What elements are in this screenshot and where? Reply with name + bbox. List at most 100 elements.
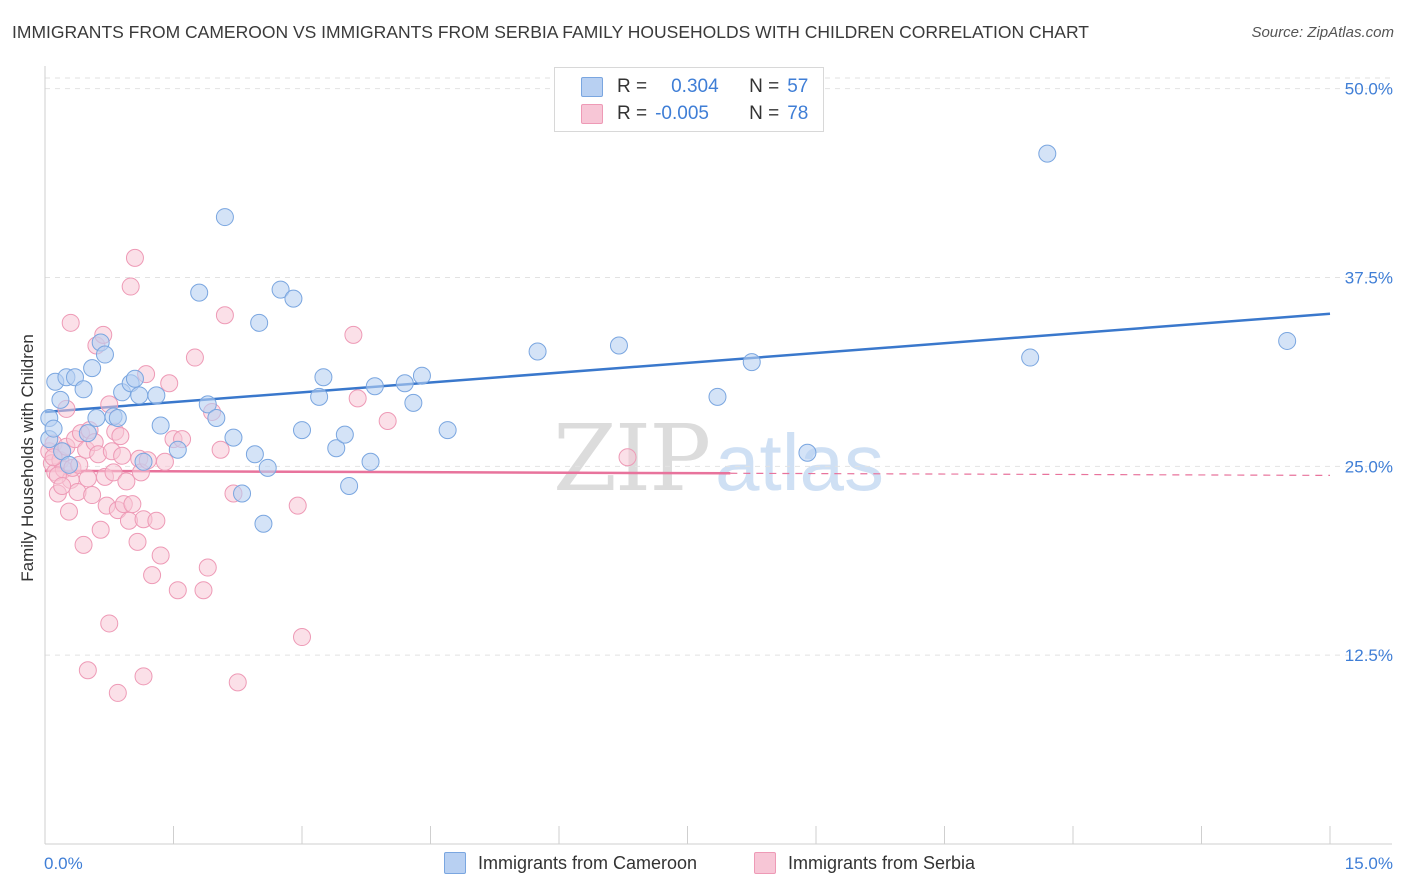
cameroon-point — [438, 421, 457, 440]
y-tick-label: 50.0% — [1345, 80, 1393, 99]
serbia-point — [59, 502, 78, 521]
cameroon-point — [254, 514, 273, 533]
serbia-point — [168, 581, 187, 600]
serbia-point — [74, 535, 93, 554]
cameroon-point — [245, 445, 264, 464]
y-tick-label: 12.5% — [1345, 646, 1393, 665]
cameroon-point — [395, 374, 414, 393]
y-tick-label: 25.0% — [1345, 457, 1393, 476]
serbia-point — [143, 566, 162, 585]
cameroon-point — [87, 408, 106, 427]
serbia-point — [53, 476, 72, 495]
serbia-point — [117, 472, 136, 491]
cameroon-point — [742, 353, 761, 372]
serbia-point — [78, 661, 97, 680]
serbia-point — [344, 325, 363, 344]
serbia-point — [61, 313, 80, 332]
serbia-point — [78, 469, 97, 488]
cameroon-legend-swatch — [444, 852, 466, 874]
legend-item-cameroon: Immigrants from Cameroon — [444, 852, 697, 874]
serbia-point — [215, 306, 234, 325]
cameroon-legend-label: Immigrants from Cameroon — [478, 852, 698, 873]
cameroon-swatch — [581, 77, 603, 97]
cameroon-point — [327, 439, 346, 458]
cameroon-point — [190, 283, 209, 302]
serbia-point — [288, 496, 307, 515]
serbia-point — [104, 463, 123, 482]
cameroon-point — [310, 387, 329, 406]
cameroon-point — [361, 452, 380, 471]
n-label: N = — [749, 103, 780, 124]
serbia-n-value: 78 — [787, 103, 809, 124]
serbia-point — [211, 440, 230, 459]
serbia-point — [111, 427, 130, 446]
cameroon-point — [412, 366, 431, 385]
serbia-point — [147, 511, 166, 530]
serbia-point — [91, 520, 110, 539]
cameroon-point — [1021, 348, 1040, 367]
cameroon-point — [271, 280, 290, 299]
cameroon-point — [528, 342, 547, 361]
x-tick-label-max: 15.0% — [1345, 854, 1393, 873]
x-tick-label-min: 0.0% — [44, 854, 83, 873]
cameroon-point — [95, 345, 114, 364]
cameroon-point — [224, 428, 243, 447]
cameroon-point — [215, 208, 234, 227]
serbia-point — [228, 673, 247, 692]
serbia-point — [293, 628, 311, 647]
serbia-point — [151, 546, 170, 565]
cameroon-point — [74, 380, 93, 399]
serbia-point — [160, 374, 179, 393]
serbia-point — [113, 446, 132, 465]
cameroon-trend-line — [44, 312, 1331, 414]
legend-item-serbia: Immigrants from Serbia — [754, 852, 975, 874]
cameroon-point — [1278, 331, 1297, 350]
cameroon-point — [147, 386, 166, 405]
cameroon-point — [233, 484, 252, 503]
cameroon-point — [168, 440, 187, 459]
cameroon-point — [44, 419, 63, 438]
serbia-point — [194, 581, 213, 600]
serbia-point — [198, 558, 217, 577]
cameroon-n-value: 57 — [787, 76, 809, 97]
legend-row-cameroon: R = 0.304 N = 57 — [555, 74, 808, 100]
cameroon-point — [293, 421, 311, 440]
cameroon-point — [125, 369, 144, 388]
serbia-trend-line — [44, 469, 731, 475]
stats-legend: R = 0.304 N = 57 R = -0.005 N = 78 — [554, 67, 824, 132]
y-tick-label: 37.5% — [1345, 268, 1393, 287]
legend-row-serbia: R = -0.005 N = 78 — [555, 101, 808, 127]
serbia-point — [123, 495, 142, 514]
cameroon-point — [798, 443, 817, 462]
cameroon-point — [198, 395, 217, 414]
cameroon-point — [314, 368, 333, 387]
serbia-point — [185, 348, 204, 367]
serbia-point — [128, 532, 147, 551]
chart-source: Source: ZipAtlas.com — [1251, 24, 1394, 41]
cameroon-point — [1038, 144, 1057, 163]
serbia-point — [121, 277, 140, 296]
cameroon-point — [59, 455, 78, 474]
cameroon-point — [609, 336, 628, 355]
cameroon-point — [151, 416, 170, 435]
watermark-atlas: atlas — [715, 418, 884, 507]
cameroon-point — [404, 393, 423, 412]
serbia-swatch — [581, 104, 603, 124]
serbia-r-value: -0.005 — [655, 103, 709, 124]
cameroon-point — [284, 289, 303, 308]
cameroon-point — [134, 452, 153, 471]
serbia-legend-label: Immigrants from Serbia — [788, 852, 976, 873]
serbia-point — [83, 486, 102, 505]
serbia-point — [378, 412, 397, 431]
cameroon-point — [108, 408, 127, 427]
r-label: R = — [617, 103, 648, 124]
cameroon-point — [708, 387, 727, 406]
serbia-trend-extension — [730, 472, 1331, 476]
serbia-point — [155, 452, 174, 471]
serbia-point — [134, 667, 153, 686]
cameroon-point — [51, 390, 70, 409]
serbia-point — [125, 248, 144, 267]
cameroon-point — [250, 313, 269, 332]
cameroon-r-value: 0.304 — [671, 76, 719, 97]
